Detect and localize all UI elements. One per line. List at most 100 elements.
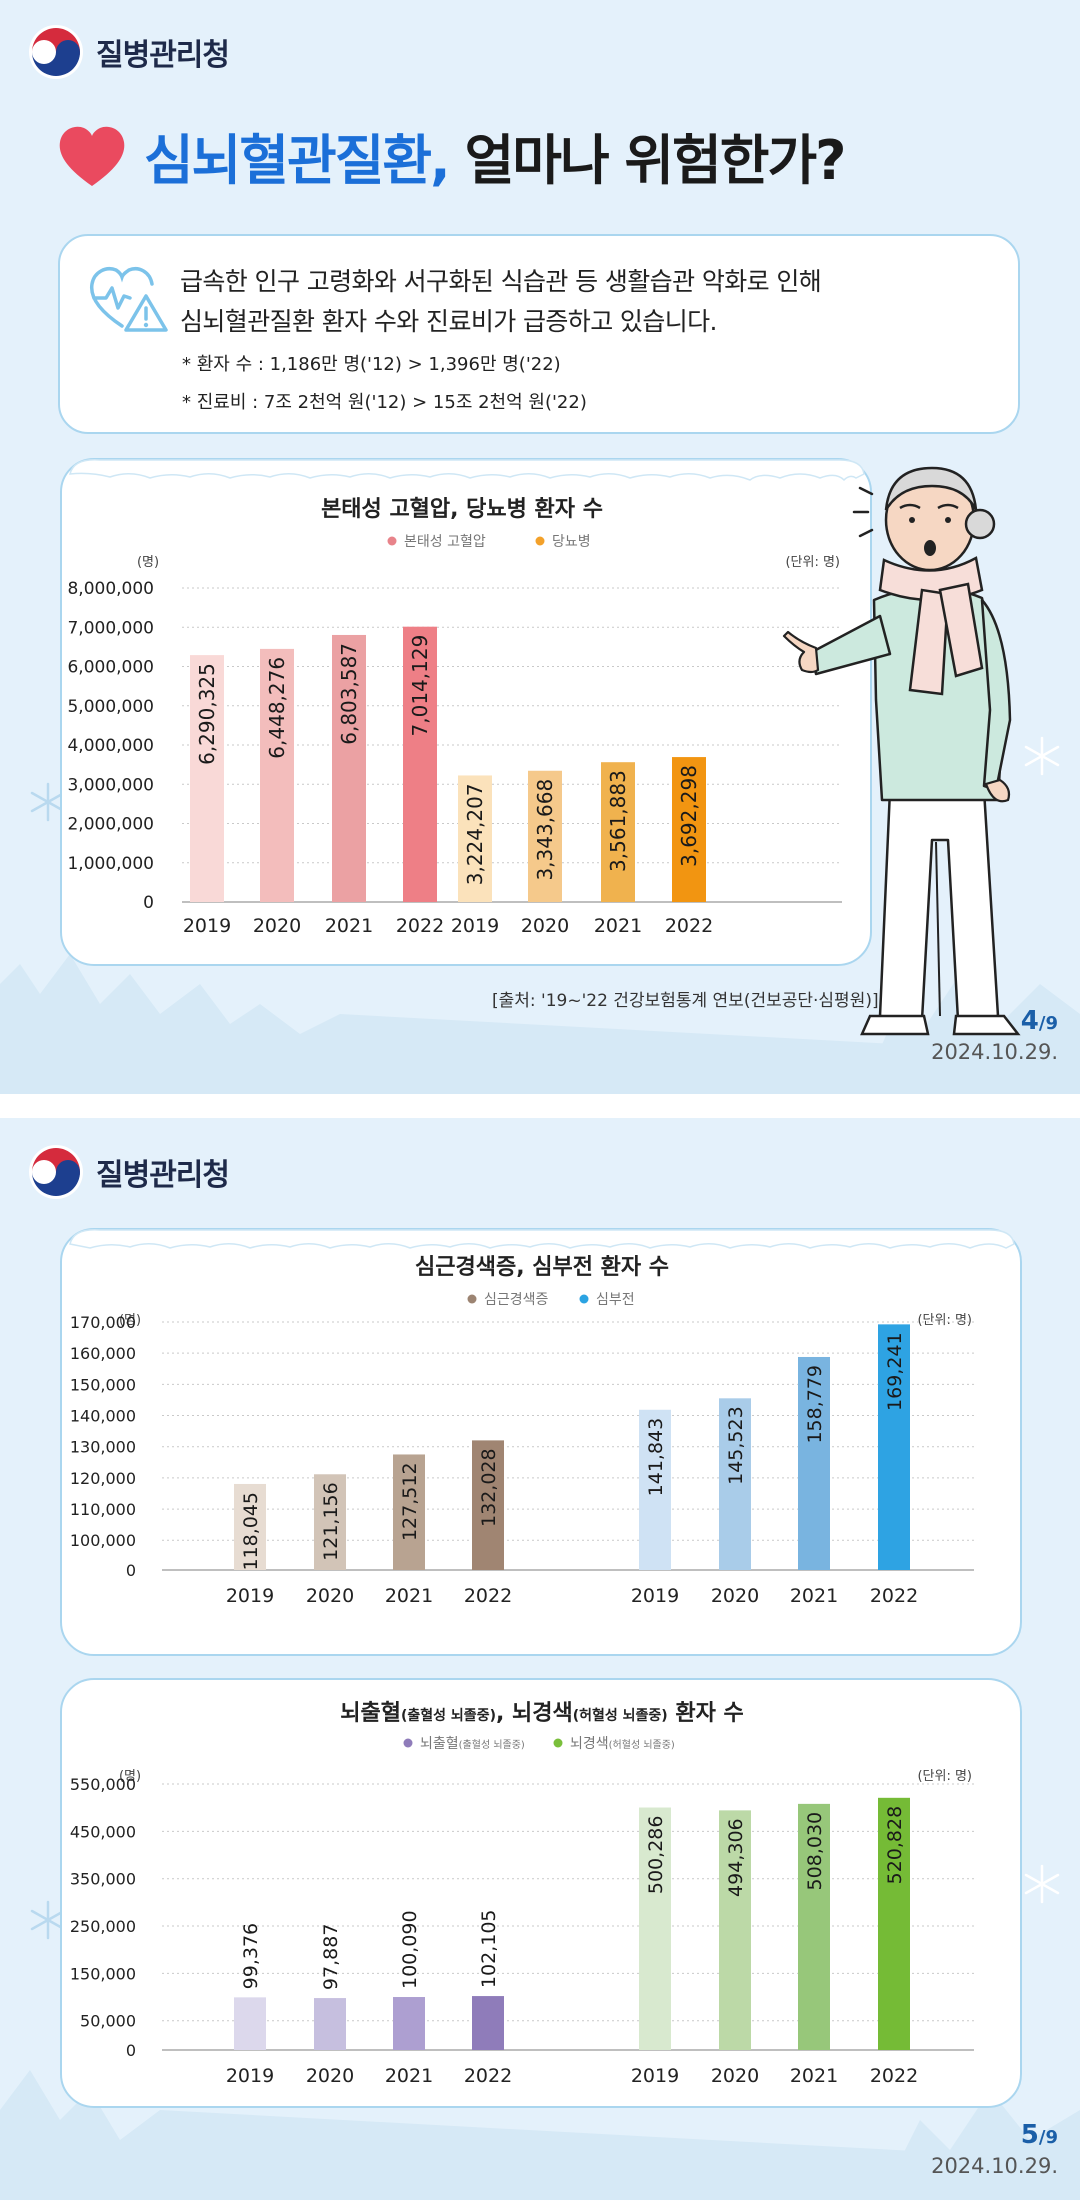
bar-1-3 [878, 1324, 910, 1570]
data-label-1-0: 500,286 [645, 1816, 667, 1895]
legend-marker-0 [467, 1294, 477, 1304]
chart-title: 심근경색증, 심부전 환자 수 [415, 1255, 669, 1280]
data-label-1-0: 141,843 [645, 1418, 667, 1497]
bar-0-1 [314, 1474, 346, 1570]
x-tick-label: 2019 [226, 2065, 274, 2087]
page-total: /9 [1038, 2127, 1058, 2148]
x-tick-label: 2022 [396, 915, 444, 937]
y-tick-label: 0 [126, 1561, 136, 1580]
chart-title-part-1: (출혈성 뇌졸중) [401, 1707, 496, 1724]
chart-title-part-3: (허혈성 뇌졸중) [573, 1707, 668, 1724]
legend-marker-0 [387, 536, 397, 546]
x-tick-label: 2020 [306, 1585, 354, 1607]
snowflake-icon [1024, 1864, 1060, 1904]
chart-title-part-4: 환자 수 [668, 1701, 744, 1726]
chart-title: 뇌출혈(출혈성 뇌졸중), 뇌경색(허혈성 뇌졸중) 환자 수 [340, 1701, 743, 1726]
chart-card-mi-heart-failure: 심근경색증, 심부전 환자 수 심근경색증 심부전 (명) (단위: 명) 0 100,00… [60, 1228, 1022, 1656]
y-tick-label: 5,000,000 [67, 697, 154, 717]
y-tick-label: 50,000 [80, 2012, 136, 2031]
chart-title: 본태성 고혈압, 당뇨병 환자 수 [321, 497, 603, 522]
bar-0-1 [314, 1998, 346, 2050]
publish-date: 2024.10.29. [931, 1040, 1058, 1064]
x-tick-label: 2019 [451, 915, 499, 937]
legend-name-1: 당뇨병 [552, 534, 591, 550]
bar-1-1 [719, 1398, 751, 1570]
y-axis-label: (명) [119, 1769, 141, 1784]
bar-1-2 [798, 1356, 830, 1570]
org-name: 질병관리청 [96, 1158, 230, 1193]
legend-marker-0 [403, 1738, 413, 1748]
page-number: 4/9 [1021, 1006, 1058, 1036]
y-tick-label: 2,000,000 [67, 815, 154, 835]
y-tick-label: 550,000 [70, 1775, 136, 1794]
snowflake-icon [30, 1900, 66, 1940]
bar-1-2 [601, 762, 635, 902]
x-tick-label: 2022 [464, 2065, 512, 2087]
y-tick-label: 6,000,000 [67, 658, 154, 678]
legend-label-0: 뇌출혈(출혈성 뇌졸중) [420, 1736, 525, 1752]
y-tick-label: 140,000 [70, 1407, 136, 1426]
snowflake-icon [1024, 736, 1060, 776]
chart-card-stroke: 뇌출혈(출혈성 뇌졸중), 뇌경색(허혈성 뇌졸중) 환자 수 뇌출혈(출혈성 뇌… [60, 1678, 1022, 2108]
data-label-0-1: 121,156 [320, 1482, 342, 1561]
x-tick-label: 2020 [306, 2065, 354, 2087]
bar-0-0 [234, 1483, 266, 1570]
chart-title-part-2: , 뇌경색 [496, 1701, 573, 1726]
y-tick-label: 8,000,000 [67, 579, 154, 599]
snowy-trees-background [0, 2070, 1080, 2200]
y-tick-label: 100,000 [70, 1531, 136, 1550]
data-label-0-0: 118,045 [240, 1492, 262, 1571]
y-tick-label: 4,000,000 [67, 736, 154, 756]
bar-0-0 [234, 1997, 266, 2050]
brand-header: 질병관리청 [28, 24, 230, 80]
chart-title-part-0: 뇌출혈 [340, 1701, 401, 1726]
y-tick-label: 150,000 [70, 1964, 136, 1983]
x-tick-label: 2021 [790, 1585, 838, 1607]
y-tick-label: 130,000 [70, 1438, 136, 1457]
y-tick-label: 110,000 [70, 1500, 136, 1519]
legend-label-0: 본태성 고혈압 [404, 534, 486, 550]
bar-1-0 [639, 1807, 671, 2050]
data-label-1-1: 145,523 [725, 1406, 747, 1485]
page-current: 4 [1020, 1006, 1039, 1036]
data-label-0-3: 7,014,129 [408, 635, 432, 737]
legend-name-1: 뇌경색 [570, 1736, 609, 1752]
y-tick-label: 0 [126, 2041, 136, 2060]
title-rest: 얼마나 위험한가? [464, 129, 847, 192]
bar-0-3 [472, 1440, 504, 1570]
x-tick-label: 2022 [464, 1585, 512, 1607]
page-5: 질병관리청 심근경색증, 심부전 환자 수 심근경색증 심부전 (명) (단위: 명) 0… [0, 1118, 1080, 2200]
org-name: 질병관리청 [96, 38, 230, 73]
bar-0-3 [472, 1996, 504, 2050]
x-tick-label: 2019 [183, 915, 231, 937]
x-tick-label: 2022 [665, 915, 713, 937]
taegeuk-logo-icon [29, 1145, 83, 1199]
y-tick-label: 120,000 [70, 1469, 136, 1488]
heart-warning-icon [89, 267, 168, 332]
data-label-1-3: 520,828 [884, 1806, 906, 1885]
page-current: 5 [1020, 2120, 1039, 2150]
y-tick-label: 1,000,000 [67, 854, 154, 874]
bar-1-1 [528, 770, 562, 902]
data-label-1-1: 494,306 [725, 1818, 747, 1897]
legend-marker-1 [535, 536, 545, 546]
intro-box: 급속한 인구 고령화와 서구화된 식습관 등 생활습관 악화로 인해 심뇌혈관질… [58, 234, 1020, 434]
bar-1-3 [878, 1797, 910, 2050]
bar-0-3 [403, 626, 437, 902]
legend-label-1: 뇌경색(허혈성 뇌졸중) [570, 1736, 675, 1752]
data-label-0-2: 127,512 [399, 1462, 421, 1541]
legend-name-1: 심부전 [596, 1292, 635, 1308]
legend-label-1: 심부전 [596, 1292, 635, 1308]
bar-0-1 [260, 648, 294, 902]
data-label-0-0: 99,376 [240, 1923, 262, 1989]
page-4: 질병관리청 심뇌혈관질환, 얼마나 위험한가? 급속한 인구 고령화와 서구화된… [0, 0, 1080, 1094]
title-highlight: 심뇌혈관질환, [144, 129, 451, 192]
y-tick-label: 150,000 [70, 1375, 136, 1394]
y-axis-label: (명) [137, 555, 159, 570]
y-axis-label: (명) [119, 1313, 141, 1328]
x-tick-label: 2020 [711, 1585, 759, 1607]
y-tick-label: 250,000 [70, 1917, 136, 1936]
x-tick-label: 2020 [521, 915, 569, 937]
data-label-1-3: 169,241 [884, 1332, 906, 1411]
